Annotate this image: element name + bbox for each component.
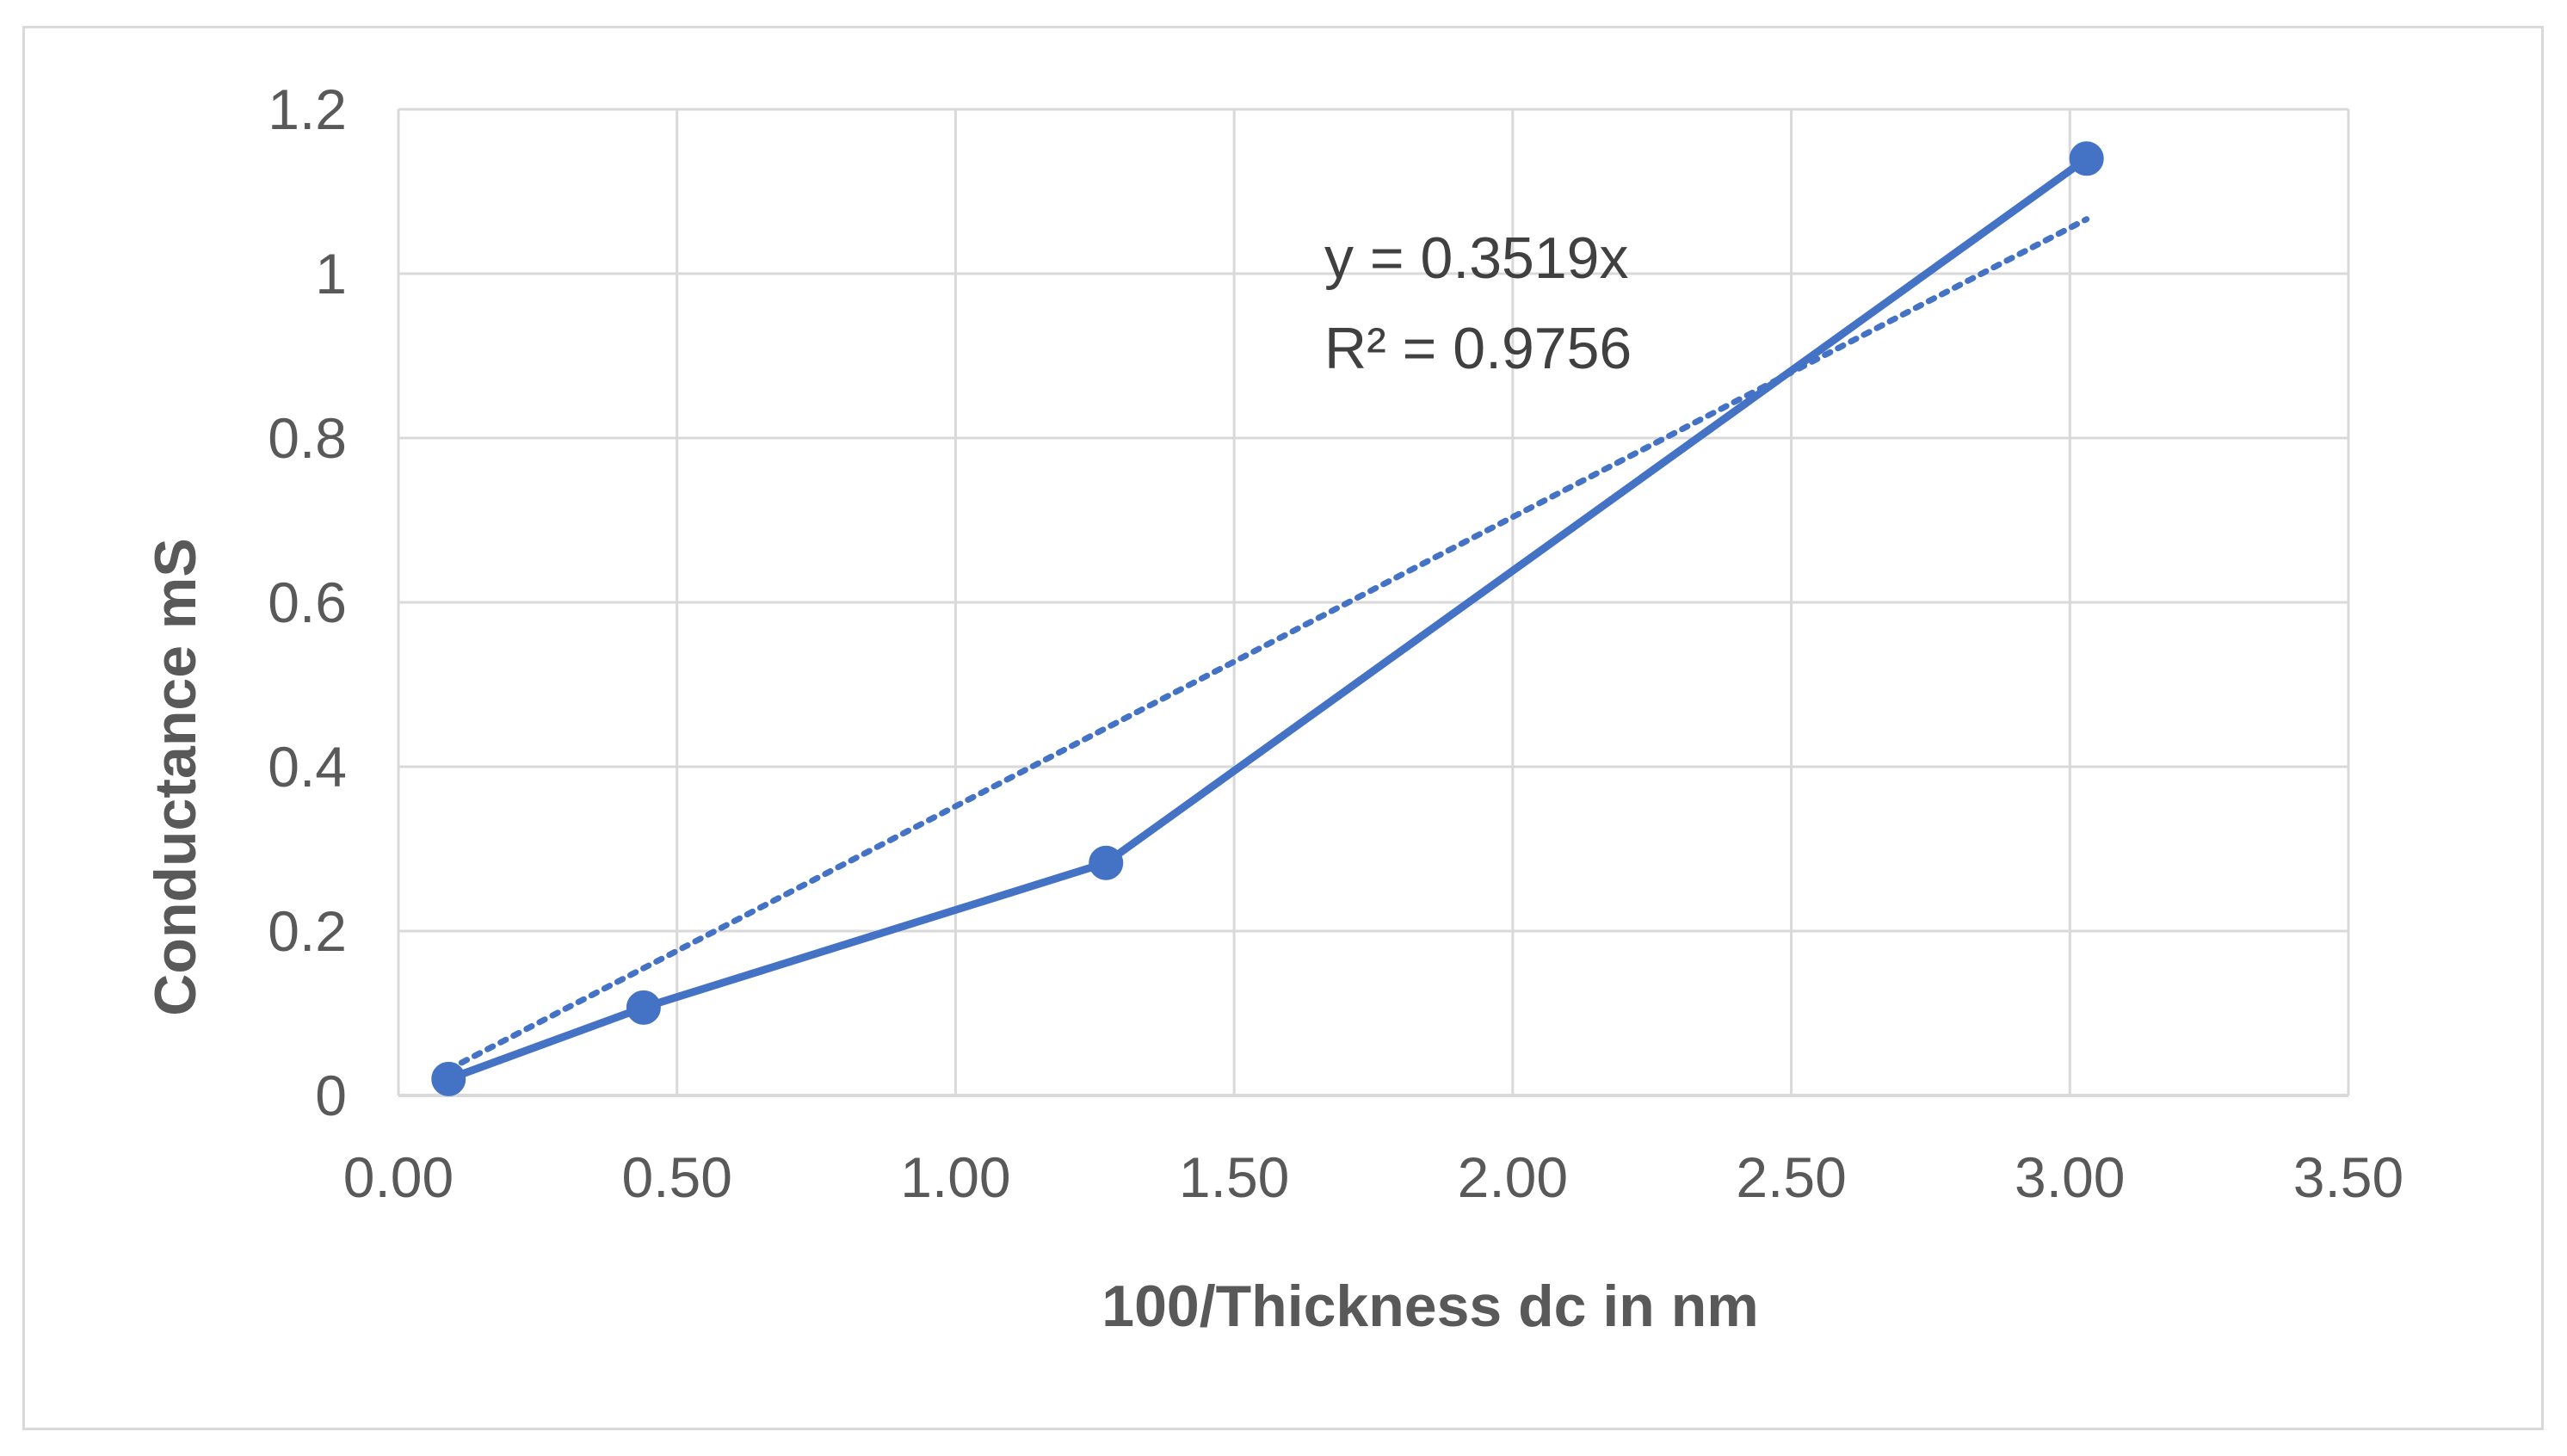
series-group: [431, 141, 2104, 1096]
x-tick-label: 1.50: [1179, 1145, 1289, 1209]
data-point: [626, 990, 661, 1025]
y-tick-label: 1.2: [268, 77, 347, 141]
x-tick-label: 3.50: [2293, 1145, 2403, 1209]
y-tick-label: 0: [315, 1064, 347, 1127]
y-tick-label: 1: [315, 242, 347, 305]
x-tick-label: 3.00: [2015, 1145, 2125, 1209]
data-point: [2069, 141, 2104, 176]
chart-svg: 0.00 0.50 1.00 1.50 2.00 2.50 3.00 3.50 0 0.2 0.4…: [143, 77, 2403, 1339]
x-tick-label: 1.00: [900, 1145, 1010, 1209]
x-tick-label: 2.00: [1458, 1145, 1568, 1209]
x-axis-ticks: 0.00 0.50 1.00 1.50 2.00 2.50 3.00 3.50: [343, 1145, 2403, 1209]
trendline-r-squared: R² = 0.9756: [1324, 316, 1632, 381]
y-axis-ticks: 0 0.2 0.4 0.6 0.8 1 1.2: [268, 77, 347, 1127]
y-tick-label: 0.6: [268, 571, 347, 634]
trendline-equation: y = 0.3519x: [1324, 225, 1628, 291]
y-tick-label: 0.2: [268, 899, 347, 963]
x-tick-label: 0.00: [343, 1145, 454, 1209]
x-tick-label: 2.50: [1736, 1145, 1846, 1209]
y-tick-label: 0.4: [268, 735, 347, 799]
grid: [397, 108, 2350, 1097]
data-point: [1089, 845, 1124, 880]
y-tick-label: 0.8: [268, 406, 347, 470]
y-axis-title: Conductance mS: [143, 538, 208, 1015]
trendline-group: [445, 216, 2090, 1073]
trendline: [445, 216, 2090, 1073]
chart-area: 0.00 0.50 1.00 1.50 2.00 2.50 3.00 3.50 0 0.2 0.4…: [22, 26, 2544, 1430]
x-axis-title: 100/Thickness dc in nm: [1101, 1274, 1758, 1339]
data-point: [431, 1061, 466, 1096]
series-line: [444, 154, 2091, 1083]
x-tick-label: 0.50: [621, 1145, 731, 1209]
